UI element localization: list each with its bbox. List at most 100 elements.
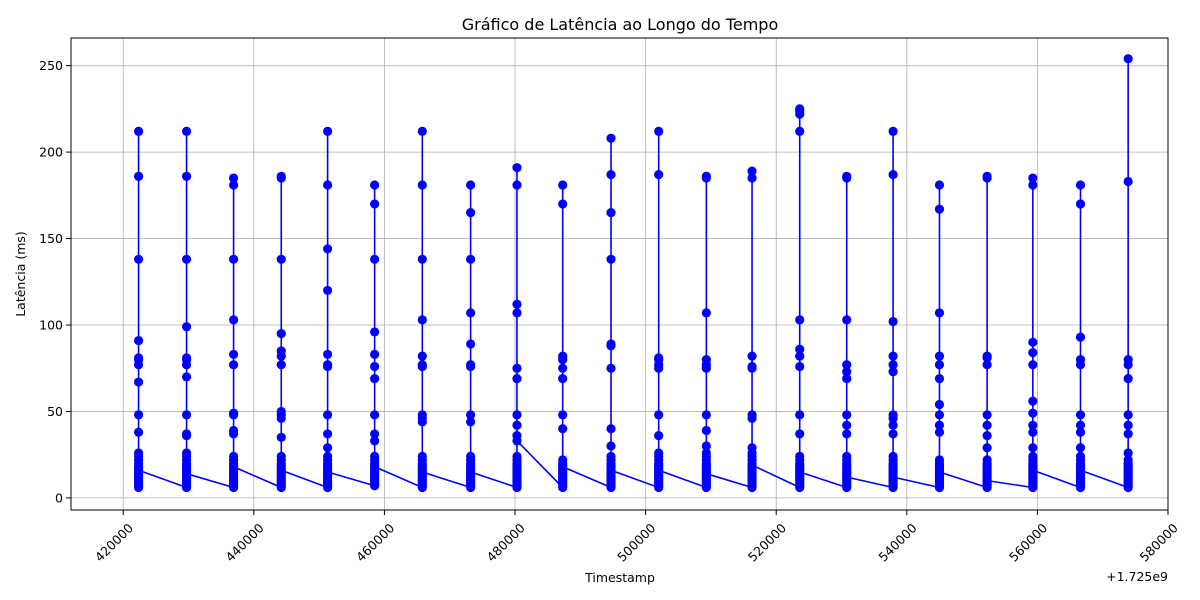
data-point: [181, 353, 192, 363]
data-point: [888, 451, 898, 462]
data-point: [228, 349, 239, 359]
data-point: [466, 451, 476, 462]
data-point: [842, 429, 852, 439]
x-axis-offset-label: +1.725e9: [1106, 569, 1168, 584]
data-point: [606, 451, 616, 462]
data-point: [1123, 354, 1133, 365]
data-point: [1075, 410, 1086, 420]
data-point: [606, 254, 616, 264]
x-tick-label: 540000: [875, 520, 919, 564]
data-point: [276, 360, 286, 370]
data-point: [133, 171, 144, 181]
data-point: [934, 427, 945, 437]
data-point: [276, 432, 286, 442]
data-point: [1075, 451, 1086, 462]
data-point: [1028, 451, 1038, 462]
x-tick-label: 560000: [1006, 520, 1050, 564]
data-point: [795, 429, 805, 439]
x-tick-label: 420000: [92, 520, 136, 564]
data-point: [370, 199, 380, 209]
data-point: [228, 315, 239, 325]
data-point: [888, 420, 898, 430]
data-point: [1123, 455, 1133, 465]
data-point: [795, 410, 805, 420]
data-point: [606, 441, 616, 451]
x-axis-ticks: 420000 440000 460000 480000 500000 520000 5400…: [92, 510, 1181, 565]
data-point: [181, 254, 192, 264]
data-point: [466, 208, 476, 218]
data-point: [1028, 420, 1038, 430]
data-point: [888, 126, 898, 136]
data-point: [323, 410, 333, 420]
y-axis-ticks: 0 50 100 150 200 250: [39, 58, 71, 505]
data-point: [133, 427, 144, 437]
data-point: [888, 410, 898, 420]
data-point: [417, 315, 427, 325]
data-point: [370, 451, 380, 462]
data-point: [181, 429, 192, 439]
data-point: [606, 363, 616, 373]
data-point: [558, 424, 568, 434]
data-point: [842, 374, 852, 384]
data-point: [512, 374, 522, 384]
data-point: [654, 448, 664, 458]
data-point: [181, 372, 192, 382]
data-point: [701, 425, 711, 436]
data-point: [512, 420, 522, 430]
data-point: [276, 171, 286, 181]
data-point: [1028, 180, 1038, 190]
data-point: [417, 254, 427, 264]
data-point: [512, 163, 522, 173]
data-point: [323, 360, 333, 370]
data-point: [1075, 180, 1086, 190]
data-point: [133, 126, 144, 136]
data-point: [842, 367, 852, 377]
data-point: [701, 308, 711, 318]
data-point: [795, 315, 805, 325]
data-point: [1028, 173, 1038, 183]
grid: [71, 38, 1169, 510]
data-point: [747, 166, 757, 176]
data-point: [1123, 410, 1133, 420]
data-point: [558, 374, 568, 384]
data-point: [417, 410, 427, 420]
data-point: [276, 346, 286, 356]
x-tick-label: 440000: [222, 520, 266, 564]
data-point: [701, 354, 711, 365]
data-point: [795, 361, 805, 372]
data-point: [370, 374, 380, 384]
data-point: [512, 299, 522, 309]
data-point: [1075, 354, 1086, 365]
data-point: [842, 315, 852, 325]
data-point: [795, 351, 805, 361]
data-point: [133, 353, 144, 363]
data-point: [276, 406, 286, 417]
series-line: [137, 57, 1129, 489]
data-point: [558, 199, 568, 209]
data-point: [934, 351, 945, 361]
data-point: [934, 360, 945, 370]
data-point: [1075, 443, 1086, 453]
data-point: [795, 104, 805, 114]
data-point: [181, 448, 192, 458]
data-point: [181, 171, 192, 181]
data-point: [842, 171, 852, 181]
data-point: [701, 441, 711, 451]
data-point: [1075, 427, 1086, 437]
data-point: [1123, 54, 1133, 64]
data-point: [934, 204, 945, 214]
plot-frame: [70, 37, 1169, 511]
data-point: [370, 254, 380, 264]
data-point: [228, 425, 239, 436]
data-point: [417, 360, 427, 370]
data-point: [228, 408, 239, 418]
x-tick-label: 520000: [745, 520, 789, 564]
data-point: [1123, 448, 1133, 458]
data-point: [133, 254, 144, 264]
data-point: [228, 254, 239, 264]
y-tick-label: 150: [39, 231, 63, 246]
data-point: [795, 451, 805, 462]
data-point: [934, 180, 945, 190]
x-tick-label: 460000: [353, 520, 397, 564]
data-point: [842, 360, 852, 370]
